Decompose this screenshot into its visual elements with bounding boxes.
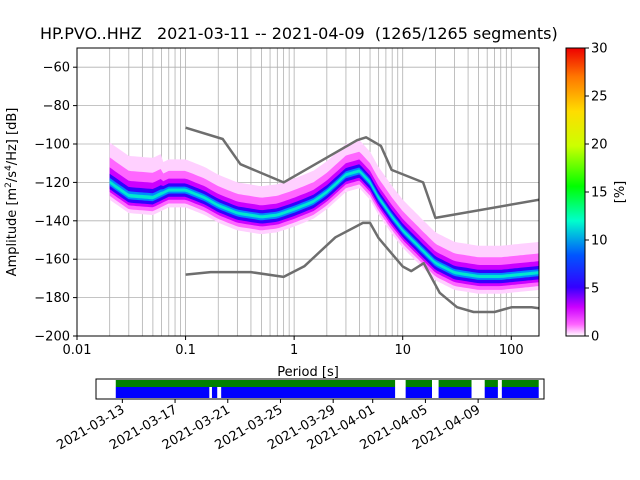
density-band	[109, 164, 539, 284]
y-tick-label: −160	[34, 253, 70, 268]
y-tick-label: −60	[43, 61, 70, 76]
y-axis: −200 −180 −160 −140 −120 −100 −80 −60	[34, 61, 77, 345]
psd-segment	[211, 387, 218, 398]
psd-segment	[115, 387, 210, 398]
colorbar-tick-label: 20	[591, 138, 608, 153]
data-segment	[484, 380, 498, 387]
x-axis: 0.01 0.1 1 10 100	[63, 336, 524, 358]
y-tick-label: −120	[34, 176, 70, 191]
x-tick-label: 1	[290, 343, 298, 358]
y-tick-label: −200	[34, 330, 70, 345]
psd-segment	[221, 387, 396, 398]
psd-segment	[501, 387, 539, 398]
colorbar-tick-label: 25	[591, 90, 608, 105]
noise-models	[185, 126, 539, 314]
colorbar	[566, 48, 585, 336]
timeline-axis: 2021-03-132021-03-172021-03-212021-03-25…	[54, 399, 483, 453]
data-segment	[438, 380, 472, 387]
x-tick-label: 0.1	[175, 343, 196, 358]
colorbar-ticks: 0 5 10 15 20 25 30	[585, 42, 608, 345]
y-tick-label: −180	[34, 291, 70, 306]
colorbar-tick-label: 5	[591, 282, 599, 297]
chart-title: HP.PVO..HHZ 2021-03-11 -- 2021-04-09 (12…	[40, 24, 558, 43]
x-tick-label: 10	[394, 343, 411, 358]
y-axis-label: Amplitude [m2/s4/Hz] [dB]	[4, 108, 20, 277]
timeline-frame	[95, 378, 545, 400]
colorbar-tick-label: 10	[591, 234, 608, 249]
x-axis-label: Period [s]	[277, 365, 339, 380]
data-segment	[501, 380, 539, 387]
psd-segment	[484, 387, 498, 398]
psd-segment	[405, 387, 432, 398]
data-segment	[405, 380, 432, 387]
y-tick-label: −140	[34, 214, 70, 229]
colorbar-tick-label: 0	[591, 330, 599, 345]
coverage-timeline	[115, 380, 539, 398]
data-segment	[115, 380, 396, 387]
nhnm-line	[185, 126, 539, 220]
plot-frame	[76, 47, 540, 337]
x-tick-label: 100	[499, 343, 524, 358]
psd-segment	[438, 387, 472, 398]
colorbar-tick-label: 15	[591, 186, 608, 201]
nlnm-line	[185, 221, 539, 314]
colorbar-label: [%]	[613, 181, 628, 204]
y-tick-label: −100	[34, 138, 70, 153]
y-tick-label: −80	[43, 99, 70, 114]
colorbar-tick-label: 30	[591, 42, 608, 57]
psd-density-heatmap	[109, 140, 539, 294]
x-tick-label: 0.01	[63, 343, 92, 358]
